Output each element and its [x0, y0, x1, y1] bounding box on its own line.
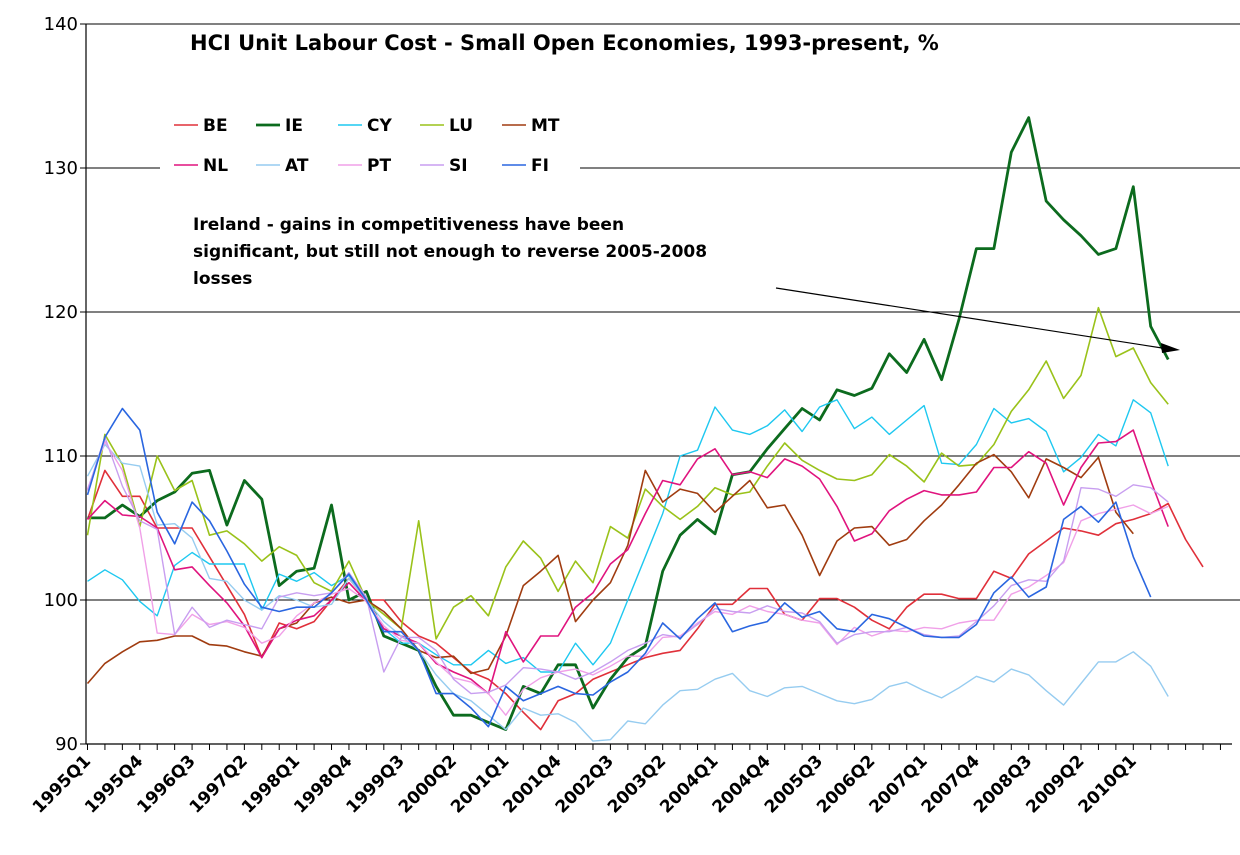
annotation-line-1: Ireland - gains in competitiveness have … [193, 215, 624, 235]
series-line-be [86, 469, 1204, 731]
y-axis-ticks: 90 100 110 120 130 140 [44, 14, 86, 755]
legend-label-ie: IE [285, 116, 303, 136]
annotation-line-2: significant, but still not enough to rev… [193, 242, 707, 262]
legend-label-nl: NL [203, 156, 228, 176]
annotation-line-3: losses [193, 269, 252, 289]
y-tick-label: 110 [44, 446, 78, 467]
legend-label-si: SI [449, 156, 468, 176]
series-line-cy [87, 399, 1169, 673]
legend-label-fi: FI [531, 156, 549, 176]
y-tick-label: 100 [44, 590, 78, 611]
y-tick-label: 90 [55, 734, 78, 755]
y-tick-label: 130 [44, 158, 78, 179]
series-line-ie [87, 116, 1170, 731]
legend-label-be: BE [203, 116, 228, 136]
x-axis-ticks: 1995Q11995Q41996Q31997Q21998Q11998Q41999… [29, 744, 1221, 818]
series-line-at [86, 443, 1169, 742]
series-line-lu [86, 306, 1169, 640]
series-line-fi [86, 407, 1152, 728]
legend-label-at: AT [285, 156, 309, 176]
annotation-arrow [775, 287, 1180, 353]
chart-title: HCI Unit Labour Cost - Small Open Econom… [190, 31, 939, 55]
legend-label-cy: CY [367, 116, 392, 136]
series-line-si [86, 436, 1169, 695]
y-tick-label: 140 [44, 14, 78, 35]
legend-background [160, 102, 580, 184]
x-tick-label: 2010Q1 [1075, 751, 1141, 817]
legend-label-pt: PT [367, 156, 391, 176]
legend-label-mt: MT [531, 116, 560, 136]
legend: BE IE CY LU MT NL AT PT SI FI [160, 102, 580, 184]
series-line-mt [86, 453, 1134, 685]
y-tick-label: 120 [44, 302, 78, 323]
series-line-pt [86, 440, 1169, 716]
series-line-nl [86, 429, 1169, 695]
axes [85, 24, 1232, 745]
series-lines [86, 116, 1204, 742]
legend-label-lu: LU [449, 116, 473, 136]
